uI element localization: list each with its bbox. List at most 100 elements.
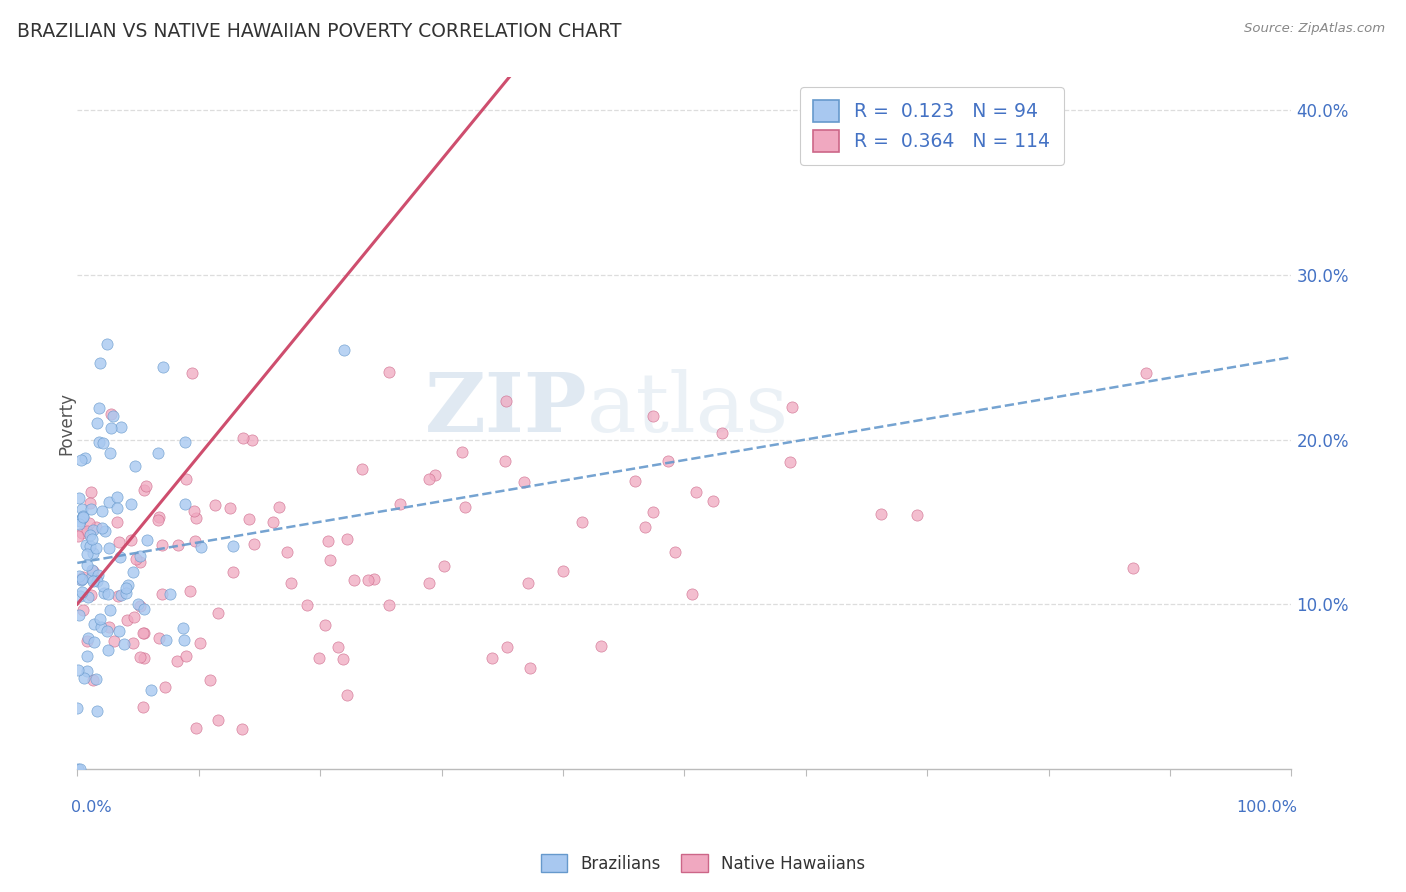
Point — [166, 654, 188, 668]
Point — [122, 610, 145, 624]
Point — [643, 506, 665, 520]
Point — [681, 587, 703, 601]
Point — [207, 713, 229, 727]
Point — [125, 551, 148, 566]
Point — [207, 606, 229, 620]
Point — [176, 472, 198, 486]
Point — [76, 631, 98, 645]
Point — [132, 699, 155, 714]
Text: 0.0%: 0.0% — [72, 800, 112, 814]
Point — [121, 565, 143, 579]
Point — [231, 722, 253, 736]
Point — [90, 620, 112, 634]
Point — [710, 425, 733, 440]
Point — [108, 535, 131, 549]
Point — [319, 553, 342, 567]
Point — [83, 617, 105, 632]
Point — [69, 514, 91, 528]
Point — [134, 651, 156, 665]
Point — [905, 508, 928, 522]
Point — [75, 538, 97, 552]
Point — [433, 559, 456, 574]
Point — [79, 516, 101, 531]
Point — [66, 664, 89, 678]
Point — [97, 643, 120, 657]
Text: ZIP: ZIP — [425, 369, 588, 450]
Point — [551, 564, 574, 578]
Point — [623, 474, 645, 488]
Point — [333, 343, 356, 358]
Point — [664, 545, 686, 559]
Point — [129, 555, 152, 569]
Point — [69, 573, 91, 587]
Point — [79, 496, 101, 510]
Point — [181, 366, 204, 380]
Point — [98, 620, 121, 634]
Point — [89, 434, 111, 449]
Point — [232, 432, 254, 446]
Point — [186, 511, 208, 525]
Point — [357, 573, 380, 587]
Point — [91, 521, 114, 535]
Point — [519, 661, 541, 675]
Point — [105, 490, 128, 504]
Point — [222, 539, 245, 553]
Point — [91, 504, 114, 518]
Point — [780, 400, 803, 414]
Point — [86, 705, 108, 719]
Point — [93, 436, 115, 450]
Point — [454, 500, 477, 514]
Point — [132, 625, 155, 640]
Point — [82, 533, 104, 547]
Point — [115, 581, 138, 595]
Point — [496, 640, 519, 654]
Point — [332, 652, 354, 666]
Point — [86, 574, 108, 589]
Point — [69, 762, 91, 776]
Point — [135, 478, 157, 492]
Point — [82, 523, 104, 537]
Point — [89, 356, 111, 370]
Point — [869, 507, 891, 521]
Point — [120, 497, 142, 511]
Legend: Brazilians, Native Hawaiians: Brazilians, Native Hawaiians — [534, 847, 872, 880]
Point — [314, 617, 336, 632]
Point — [97, 541, 120, 556]
Point — [66, 700, 89, 714]
Point — [335, 688, 357, 702]
Point — [222, 566, 245, 580]
Point — [155, 680, 177, 694]
Point — [238, 512, 260, 526]
Point — [378, 365, 401, 379]
Point — [98, 603, 121, 617]
Point — [643, 409, 665, 424]
Point — [634, 520, 657, 534]
Point — [96, 624, 118, 638]
Point — [76, 524, 98, 538]
Point — [82, 563, 104, 577]
Point — [1135, 367, 1157, 381]
Point — [79, 501, 101, 516]
Point — [204, 498, 226, 512]
Point — [166, 537, 188, 551]
Point — [76, 664, 98, 678]
Point — [120, 533, 142, 548]
Point — [243, 537, 266, 551]
Point — [190, 540, 212, 554]
Point — [69, 589, 91, 603]
Point — [76, 547, 98, 561]
Point — [110, 588, 132, 602]
Point — [363, 572, 385, 586]
Point — [69, 573, 91, 587]
Point — [70, 511, 93, 525]
Point — [91, 578, 114, 592]
Point — [276, 545, 298, 559]
Point — [326, 640, 349, 654]
Point — [100, 407, 122, 421]
Point — [67, 762, 90, 776]
Point — [183, 504, 205, 518]
Point — [110, 420, 132, 434]
Point — [70, 572, 93, 586]
Point — [76, 634, 98, 648]
Point — [152, 359, 174, 374]
